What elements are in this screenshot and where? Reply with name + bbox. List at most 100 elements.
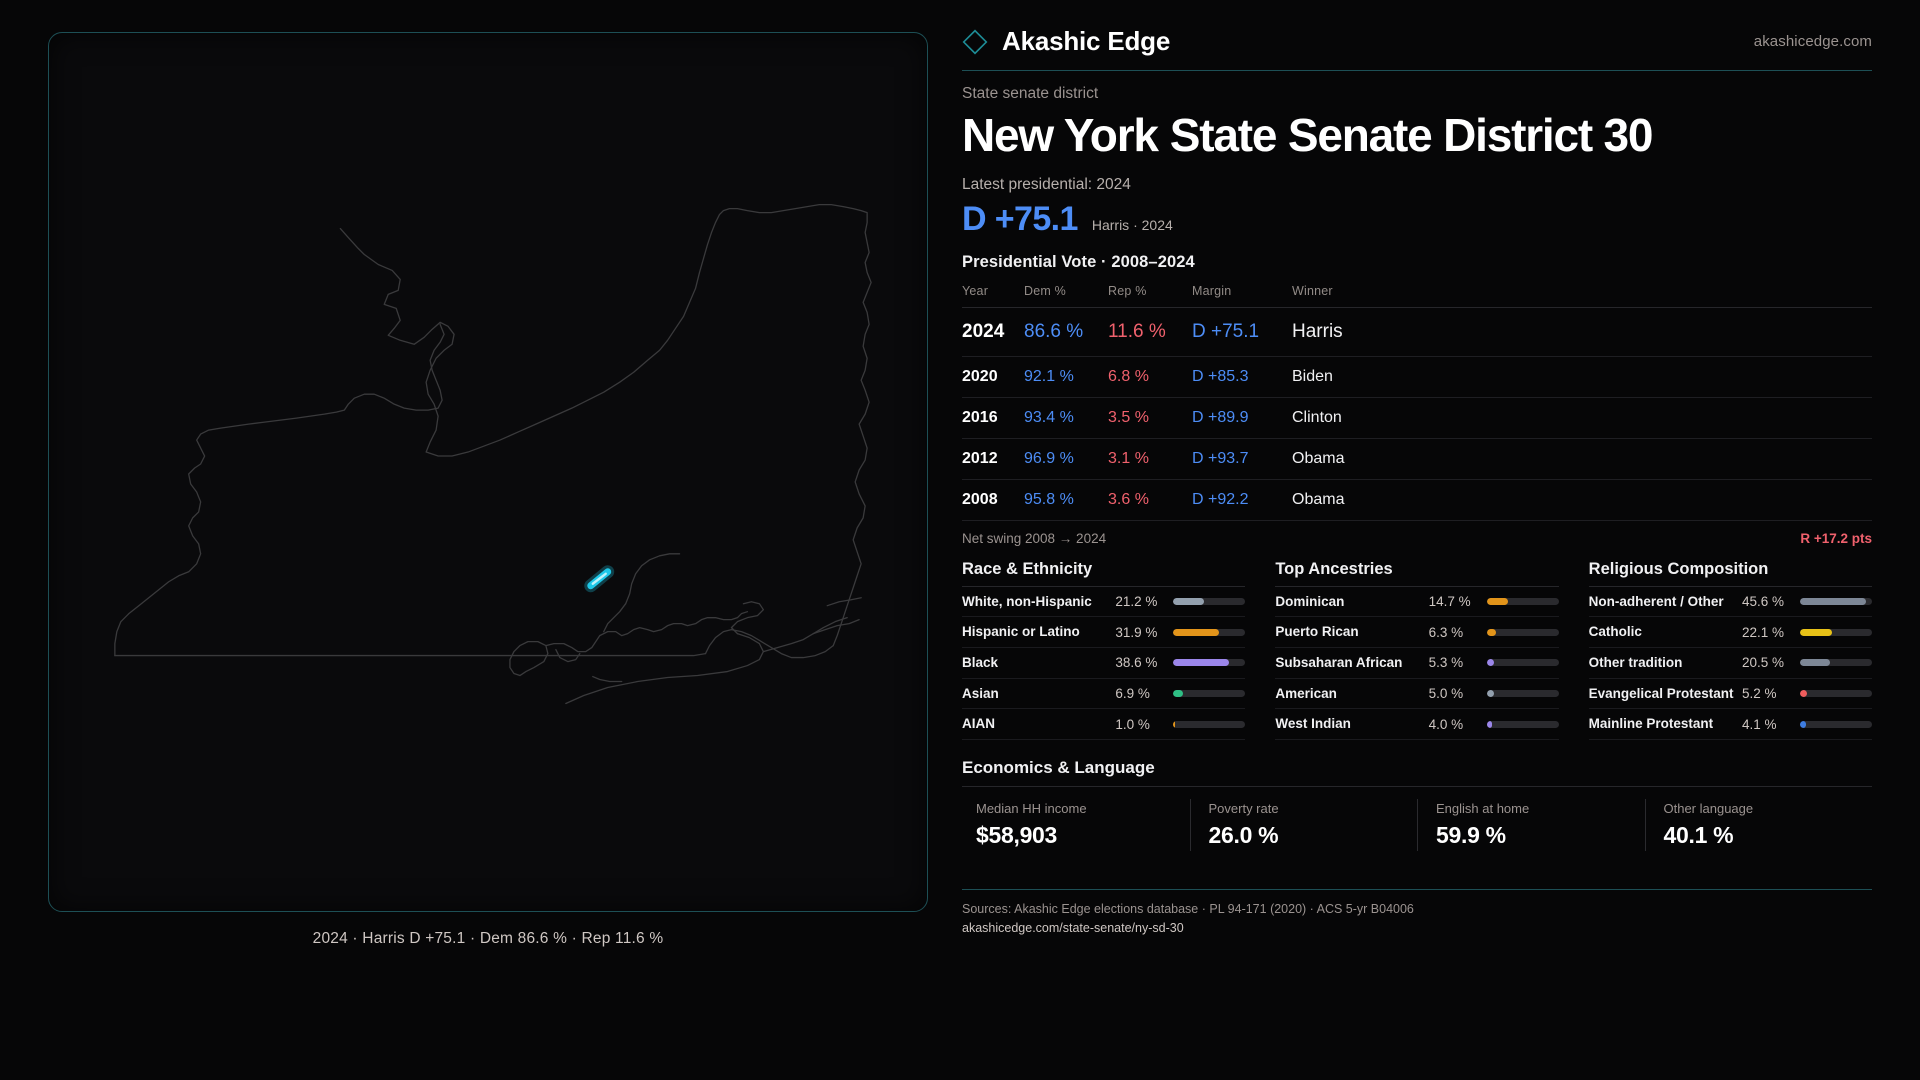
new-york-state-map[interactable]: [49, 33, 927, 911]
headline-margin-sub: Harris · 2024: [1091, 216, 1173, 233]
footer-sources: Sources: Akashic Edge elections database…: [962, 902, 1414, 917]
race-row: Asian 6.9 %: [962, 679, 1246, 710]
ancestry-bar-fill: [1486, 598, 1508, 606]
race-ethnicity-heading: Race & Ethnicity: [962, 560, 1246, 587]
net-swing-value: R +17.2 pts: [1800, 530, 1872, 546]
economics-stat-label: Poverty rate: [1208, 801, 1279, 817]
race-label: Black: [962, 655, 999, 671]
brand-site[interactable]: akashicedge.com: [1753, 33, 1872, 50]
economics-grid: Median HH income $58,903 Poverty rate 26.0 …: [962, 799, 1872, 852]
religion-bar-fill: [1800, 720, 1806, 728]
race-ethnicity-column: Race & Ethnicity White, non-Hispanic 21.2…: [962, 560, 1246, 741]
ancestry-bar: [1486, 598, 1559, 606]
table-row[interactable]: 2020 92.1 % 6.8 % D +85.3 Biden: [962, 356, 1872, 398]
brand-name: Akashic Edge: [1002, 26, 1171, 56]
table-header-row: Year Dem % Rep % Margin Winner: [962, 284, 1872, 308]
religion-row: Other tradition 20.5 %: [1588, 648, 1872, 679]
ancestry-row: Puerto Rican 6.3 %: [1275, 617, 1559, 649]
cell-win: Obama: [1292, 479, 1872, 521]
religious-composition-column: Religious Composition Non-adherent / Oth…: [1588, 560, 1872, 741]
race-bar-fill: [1173, 628, 1220, 636]
net-swing-label: Net swing 2008 → 2024: [962, 530, 1107, 546]
race-bar: [1173, 659, 1246, 667]
religion-value: 45.6 %: [1742, 594, 1785, 610]
race-value: 6.9 %: [1115, 686, 1150, 702]
race-row: Hispanic or Latino 31.9 %: [962, 617, 1246, 649]
religion-value: 4.1 %: [1742, 716, 1777, 732]
table-row[interactable]: 2016 93.4 % 3.5 % D +89.9 Clinton: [962, 397, 1872, 439]
race-bar-fill: [1173, 690, 1184, 698]
cell-dem: 95.8 %: [1024, 479, 1108, 521]
religion-label: Catholic: [1588, 624, 1642, 640]
race-label: AIAN: [962, 716, 995, 732]
ancestry-row: West Indian 4.0 %: [1275, 709, 1559, 741]
religion-value: 5.2 %: [1742, 686, 1777, 702]
economics-stat-value: $58,903: [976, 822, 1058, 849]
race-value: 1.0 %: [1115, 716, 1150, 732]
map-caption: 2024 · Harris D +75.1 · Dem 86.6 % · Rep…: [312, 930, 664, 947]
headline-margin-value: D +75.1: [962, 199, 1078, 238]
cell-rep: 11.6 %: [1108, 307, 1192, 357]
table-row[interactable]: 2008 95.8 % 3.6 % D +92.2 Obama: [962, 479, 1872, 521]
cell-rep: 6.8 %: [1108, 356, 1192, 398]
cell-mar: D +92.2: [1192, 479, 1292, 521]
ancestry-bar: [1486, 659, 1559, 667]
map-column: 2024 · Harris D +75.1 · Dem 86.6 % · Rep…: [0, 0, 952, 1080]
economics-stat-card: Median HH income $58,903: [962, 799, 1190, 851]
economics-stat-value: 26.0 %: [1208, 822, 1279, 849]
net-swing-row: Net swing 2008 → 2024 R +17.2 pts: [962, 531, 1872, 546]
state-outline: [114, 203, 872, 659]
economics-stat-card: Poverty rate 26.0 %: [1189, 799, 1418, 852]
table-row[interactable]: 2024 86.6 % 11.6 % D +75.1 Harris: [962, 307, 1872, 357]
race-bar: [1173, 720, 1246, 728]
race-bar-fill: [1173, 598, 1204, 606]
ancestry-row: American 5.0 %: [1275, 679, 1559, 710]
page-title-state: New York: [962, 109, 1159, 161]
footer-url[interactable]: akashicedge.com/state-senate/ny-sd-30: [962, 920, 1184, 935]
ancestry-value: 5.0 %: [1428, 686, 1464, 702]
cell-dem: 92.1 %: [1024, 356, 1108, 398]
column-header: Winner: [1292, 283, 1333, 298]
religion-value: 22.1 %: [1742, 624, 1785, 640]
religion-value: 20.5 %: [1742, 655, 1785, 671]
cell-dem: 96.9 %: [1024, 438, 1108, 480]
cell-year: 2016: [962, 397, 1024, 439]
ancestry-value: 6.3 %: [1428, 624, 1464, 640]
religion-bar: [1800, 628, 1872, 636]
cell-rep: 3.1 %: [1108, 438, 1192, 480]
long-island-outline: [509, 553, 862, 705]
race-row: White, non-Hispanic 21.2 %: [962, 587, 1246, 618]
ancestry-label: Dominican: [1275, 593, 1345, 609]
economics-stat-value: 59.9 %: [1436, 822, 1506, 849]
cell-win: Obama: [1292, 438, 1872, 480]
ancestry-label: Puerto Rican: [1275, 624, 1359, 640]
cell-dem: 86.6 %: [1024, 307, 1108, 357]
race-row: AIAN 1.0 %: [962, 709, 1246, 741]
race-label: Asian: [962, 685, 999, 701]
cell-year: 2012: [962, 438, 1024, 480]
religion-row: Mainline Protestant 4.1 %: [1588, 709, 1872, 741]
cell-year: 2024: [962, 307, 1024, 357]
info-panel: Akashic Edge akashicedge.com State senat…: [952, 0, 1920, 1080]
cell-mar: D +89.9: [1192, 397, 1292, 439]
table-row[interactable]: 2012 96.9 % 3.1 % D +93.7 Obama: [962, 438, 1872, 480]
ancestry-label: Subsaharan African: [1275, 655, 1403, 671]
religion-label: Non-adherent / Other: [1588, 593, 1724, 609]
map-frame[interactable]: [48, 32, 928, 912]
district-highlight[interactable]: [584, 565, 615, 593]
religion-bar: [1800, 598, 1872, 606]
race-row: Black 38.6 %: [962, 648, 1246, 679]
diamond-icon: [962, 29, 988, 54]
ancestry-row: Subsaharan African 5.3 %: [1275, 648, 1559, 679]
cell-win: Biden: [1292, 356, 1872, 398]
religion-row: Catholic 22.1 %: [1588, 617, 1872, 649]
race-bar-fill: [1173, 659, 1229, 667]
column-header: Dem %: [1024, 283, 1066, 298]
race-label: Hispanic or Latino: [962, 624, 1080, 640]
economics-stat-value: 40.1 %: [1663, 822, 1734, 849]
religion-label: Other tradition: [1588, 655, 1683, 671]
demographics-grid: Race & Ethnicity White, non-Hispanic 21.2…: [962, 560, 1872, 741]
presidential-vote-table: Year Dem % Rep % Margin Winner 2024 86.6 % 11.6…: [962, 284, 1872, 521]
ancestry-bar: [1486, 690, 1559, 698]
